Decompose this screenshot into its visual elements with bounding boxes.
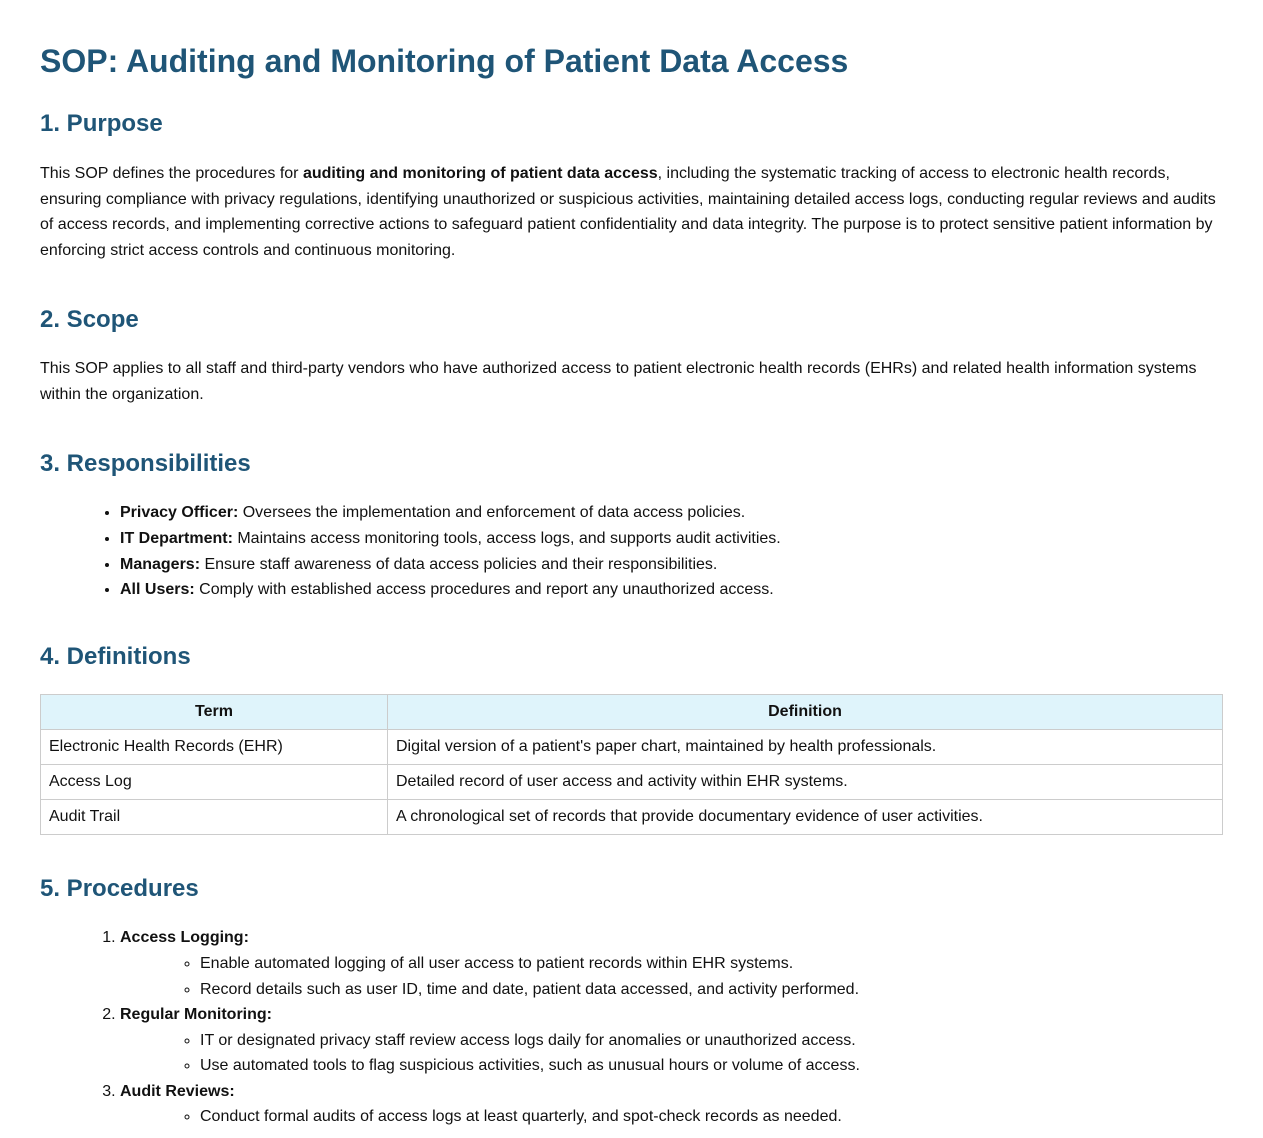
- step-title: Audit Reviews:: [120, 1082, 235, 1100]
- list-item: Record details such as user ID, time and…: [200, 977, 1223, 1003]
- role: IT Department:: [120, 529, 233, 547]
- table-row: Audit Trail A chronological set of recor…: [40, 798, 1223, 835]
- procedures-list: Access Logging: Enable automated logging…: [40, 925, 1223, 1130]
- list-item: Use automated tools to flag suspicious a…: [200, 1053, 1223, 1079]
- procedure-step: Audit Reviews: Conduct formal audits of …: [120, 1079, 1223, 1130]
- purpose-text-end: , including the systematic tracking of a…: [40, 165, 1216, 259]
- list-item: Managers: Ensure staff awareness of data…: [120, 552, 1223, 578]
- term-cell: Access Log: [40, 763, 388, 800]
- table-row: Access Log Detailed record of user acces…: [40, 763, 1223, 800]
- purpose-text-bold: auditing and monitoring of patient data …: [302, 165, 658, 183]
- responsibilities-list: Privacy Officer: Oversees the implementa…: [40, 500, 1223, 602]
- scope-text: This SOP applies to all staff and third-…: [40, 360, 1197, 403]
- role-desc: Maintains access monitoring tools, acces…: [232, 529, 781, 547]
- procedures-heading: 5. Procedures: [40, 874, 199, 902]
- step-title: Regular Monitoring:: [120, 1006, 272, 1024]
- step-title: Access Logging:: [120, 929, 249, 947]
- definition-cell: A chronological set of records that prov…: [387, 798, 1223, 835]
- page-title: SOP: Auditing and Monitoring of Patient …: [40, 43, 849, 79]
- definitions-heading: 4. Definitions: [40, 642, 191, 670]
- column-header-definition: Definition: [387, 693, 1223, 730]
- term-cell: Electronic Health Records (EHR): [40, 728, 388, 765]
- responsibilities-heading: 3. Responsibilities: [40, 449, 251, 477]
- column-header-term: Term: [40, 693, 388, 730]
- role: Managers:: [120, 555, 201, 573]
- procedure-step: Access Logging: Enable automated logging…: [120, 925, 1223, 1002]
- role: All Users:: [120, 581, 195, 599]
- table-header-row: Term Definition: [40, 693, 1223, 730]
- list-item: Conduct formal audits of access logs at …: [200, 1104, 1223, 1130]
- list-item: IT or designated privacy staff review ac…: [200, 1028, 1223, 1054]
- term-cell: Audit Trail: [40, 798, 388, 835]
- list-item: Privacy Officer: Oversees the implementa…: [120, 500, 1223, 526]
- scope-heading: 2. Scope: [40, 305, 139, 333]
- role-desc: Comply with established access procedure…: [194, 581, 774, 599]
- purpose-heading: 1. Purpose: [40, 110, 163, 138]
- purpose-text: This SOP defines the procedures for audi…: [40, 161, 1223, 263]
- role-desc: Ensure staff awareness of data access po…: [200, 555, 718, 573]
- definitions-table: Term Definition Electronic Health Record…: [40, 693, 1223, 835]
- list-item: IT Department: Maintains access monitori…: [120, 526, 1223, 552]
- purpose-text-start: This SOP defines the procedures for: [40, 165, 303, 183]
- role: Privacy Officer:: [120, 504, 239, 522]
- definition-cell: Detailed record of user access and activ…: [387, 763, 1223, 800]
- list-item: All Users: Comply with established acces…: [120, 577, 1223, 603]
- role-desc: Oversees the implementation and enforcem…: [238, 504, 746, 522]
- definition-cell: Digital version of a patient's paper cha…: [387, 728, 1223, 765]
- procedure-step: Regular Monitoring: IT or designated pri…: [120, 1002, 1223, 1079]
- list-item: Enable automated logging of all user acc…: [200, 951, 1223, 977]
- table-row: Electronic Health Records (EHR) Digital …: [40, 728, 1223, 765]
